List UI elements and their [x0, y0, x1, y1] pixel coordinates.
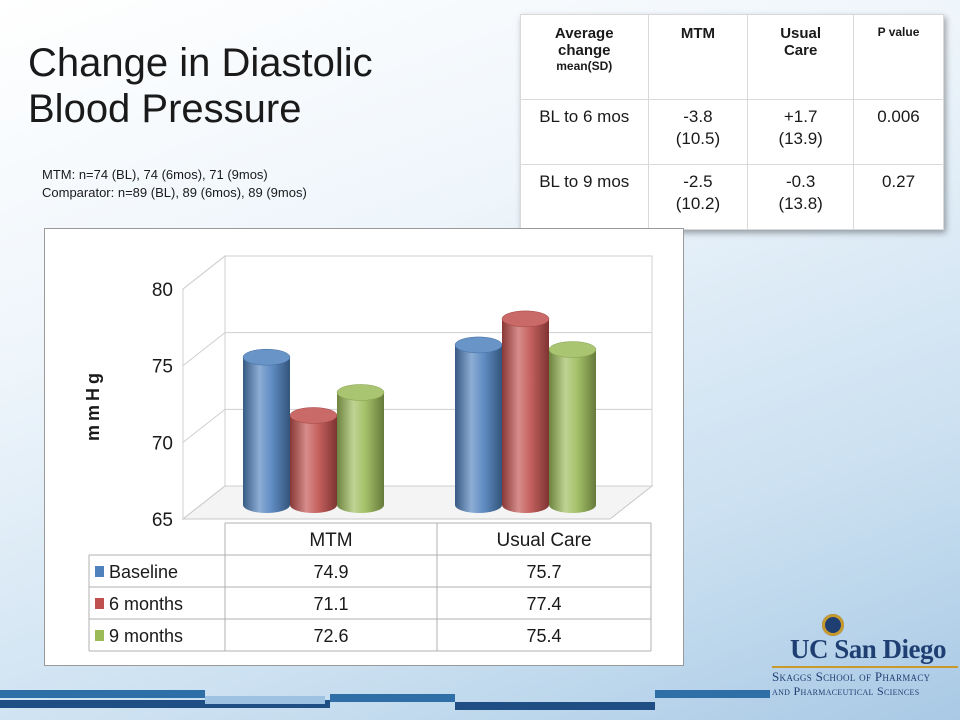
bar-top [242, 348, 291, 366]
chart-side-wall [182, 254, 226, 521]
seal-icon [822, 614, 844, 636]
decor-bar [0, 690, 205, 698]
header-p-value: P value [852, 14, 945, 100]
usual-care-sd: (13.9) [778, 129, 823, 148]
y-axis-label: mmHg [83, 369, 103, 441]
bar-chart: 65 70 75 80 mmHg MTM Usual Care Baseline 74.9 75.… [44, 228, 684, 666]
y-tick-label: 65 [152, 510, 173, 531]
legend-label: Baseline [109, 562, 178, 582]
header-usual-care: Usual Care [747, 14, 854, 100]
mtm-mean: -3.8 [683, 107, 713, 126]
slide-title-line1: Change in Diastolic [28, 41, 373, 85]
bar-baseline-mtm [243, 357, 290, 513]
data-table-value: 75.7 [526, 562, 561, 582]
header-average-change-line2: change [558, 42, 611, 59]
mtm-sd: (10.5) [675, 129, 721, 148]
legend-swatch [95, 598, 104, 609]
results-header-row: Average change mean(SD) MTM Usual Care P… [520, 14, 945, 100]
y-tick-label: 70 [152, 433, 173, 454]
bar-9-months-usual-care [549, 349, 596, 513]
p-value-cell: 0.27 [852, 164, 945, 230]
bar-6-months-usual-care [502, 318, 549, 513]
header-average-change-line1: Average [554, 25, 614, 42]
bar-top [454, 336, 503, 354]
header-mtm: MTM [647, 14, 749, 100]
data-table-value: 75.4 [526, 626, 561, 646]
legend-swatch [95, 566, 104, 577]
mtm-cell: -2.5 (10.2) [647, 164, 749, 230]
data-table-value: 77.4 [526, 594, 561, 614]
bar-top [336, 384, 385, 401]
usual-care-mean: +1.7 [783, 107, 818, 126]
header-average-change: Average change mean(SD) [520, 14, 649, 100]
decor-bar [455, 702, 655, 710]
p-value-cell: 0.006 [852, 99, 945, 165]
gridline [182, 255, 652, 290]
mtm-mean: -2.5 [683, 172, 713, 191]
row-label: BL to 9 mos [520, 164, 649, 230]
usual-care-mean: -0.3 [786, 172, 816, 191]
results-table: Average change mean(SD) MTM Usual Care P… [520, 14, 945, 230]
header-usual-care-line1: Usual [780, 25, 822, 42]
usual-care-cell: +1.7 (13.9) [747, 99, 854, 165]
decor-bar [205, 696, 325, 704]
logo-main-text: UC San Diego [790, 634, 947, 664]
usual-care-sd: (13.8) [778, 194, 823, 213]
legend-label: 9 months [109, 626, 183, 646]
decor-bar [655, 690, 770, 698]
ucsd-logo: UC San Diego Skaggs School of Pharmacy a… [772, 614, 958, 698]
bar-9-months-mtm [337, 392, 384, 513]
bar-baseline-usual-care [455, 344, 502, 513]
logo-school-text: Skaggs School of Pharmacy [772, 669, 931, 684]
mtm-sample-note: MTM: n=74 (BL), 74 (6mos), 71 (9mos) [42, 167, 268, 182]
bar-top [501, 310, 550, 328]
slide-title-line2: Blood Pressure [28, 87, 302, 131]
header-average-change-sub: mean(SD) [556, 59, 613, 73]
mtm-sd: (10.2) [675, 194, 721, 213]
decor-bar [330, 694, 455, 702]
y-tick-label: 75 [152, 357, 173, 378]
mtm-cell: -3.8 (10.5) [647, 99, 749, 165]
row-label: BL to 6 mos [520, 99, 649, 165]
header-usual-care-line2: Care [783, 42, 818, 59]
comparator-sample-note: Comparator: n=89 (BL), 89 (6mos), 89 (9m… [42, 185, 307, 200]
bar-chart-svg: 65 70 75 80 mmHg MTM Usual Care Baseline 74.9 75.… [83, 254, 654, 652]
table-row: BL to 9 mos -2.5 (10.2) -0.3 (13.8) 0.27 [520, 164, 945, 230]
category-label: Usual Care [496, 530, 591, 551]
slide-title: Change in Diastolic Blood Pressure [28, 40, 448, 132]
sample-size-notes: MTM: n=74 (BL), 74 (6mos), 71 (9mos) Com… [42, 166, 307, 202]
bar-top [289, 407, 338, 424]
logo-pharma-text: and Pharmaceutical Sciences [772, 684, 920, 698]
y-tick-label: 80 [152, 280, 173, 301]
legend-swatch [95, 630, 104, 641]
bar-top [548, 341, 597, 358]
data-table-value: 71.1 [313, 594, 348, 614]
logo-divider [772, 666, 958, 668]
table-row: BL to 6 mos -3.8 (10.5) +1.7 (13.9) 0.00… [520, 99, 945, 165]
category-label: MTM [309, 530, 352, 551]
bar-6-months-mtm [290, 415, 337, 513]
decor-bar [0, 700, 330, 708]
legend-label: 6 months [109, 594, 183, 614]
data-table-value: 72.6 [313, 626, 348, 646]
usual-care-cell: -0.3 (13.8) [747, 164, 854, 230]
data-table-value: 74.9 [313, 562, 348, 582]
